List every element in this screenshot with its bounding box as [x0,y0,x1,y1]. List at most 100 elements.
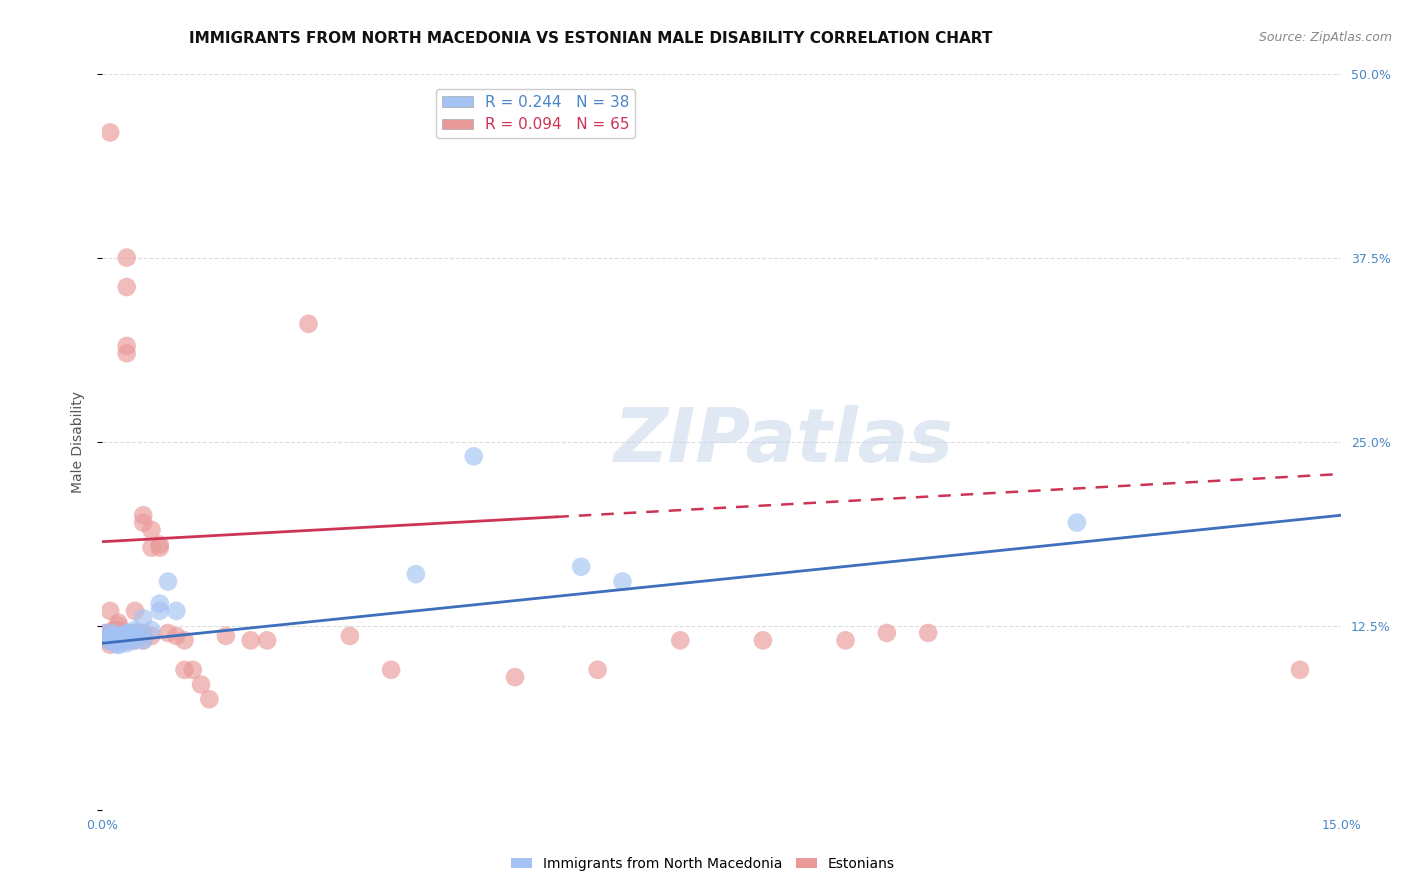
Point [215,629,238,643]
Point [108,629,131,643]
Point [104,629,127,643]
Point [115,626,138,640]
Point [141,541,163,555]
Point [108,629,131,643]
Point [115,629,138,643]
Point [132,629,155,643]
Point [165,629,187,643]
Point [124,629,146,643]
Point [107,629,129,643]
Point [173,663,195,677]
Point [115,633,138,648]
Point [752,633,775,648]
Point [118,626,141,640]
Point [107,629,129,643]
Point [98,638,121,652]
Point [115,251,138,265]
Point [107,638,129,652]
Point [132,611,155,625]
Point [107,633,129,648]
Y-axis label: Male Disability: Male Disability [72,391,86,492]
Point [98,626,121,640]
Point [173,633,195,648]
Point [125,626,148,640]
Point [380,663,402,677]
Point [101,633,124,648]
Point [876,626,898,640]
Point [107,626,129,640]
Point [124,626,146,640]
Point [118,629,141,643]
Point [165,604,187,618]
Point [124,604,146,618]
Point [190,677,212,691]
Point [149,538,172,552]
Point [104,633,127,648]
Point [103,636,125,650]
Point [132,626,155,640]
Point [149,541,172,555]
Point [94,626,117,640]
Point [669,633,692,648]
Point [239,633,262,648]
Point [111,633,134,648]
Point [104,633,127,648]
Point [107,623,129,637]
Point [1066,516,1088,530]
Point [181,663,204,677]
Point [132,508,155,523]
Point [569,559,592,574]
Point [156,574,179,589]
Point [586,663,609,677]
Point [101,629,124,643]
Text: ZIPatlas: ZIPatlas [613,405,953,478]
Point [149,604,172,618]
Text: Source: ZipAtlas.com: Source: ZipAtlas.com [1258,31,1392,45]
Point [132,633,155,648]
Point [124,629,146,643]
Point [115,339,138,353]
Point [141,623,163,637]
Legend: R = 0.244   N = 38, R = 0.094   N = 65: R = 0.244 N = 38, R = 0.094 N = 65 [436,88,636,138]
Point [107,638,129,652]
Point [97,633,120,648]
Point [115,636,138,650]
Point [97,633,120,648]
Point [115,346,138,360]
Point [111,633,134,648]
Point [339,629,361,643]
Point [115,633,138,648]
Point [612,574,634,589]
Point [156,626,179,640]
Point [107,633,129,648]
Point [917,626,939,640]
Point [124,633,146,648]
Point [105,626,128,640]
Point [463,450,485,464]
Point [94,626,117,640]
Point [149,597,172,611]
Point [98,633,121,648]
Point [101,626,124,640]
Point [124,623,146,637]
Point [98,125,121,139]
Point [1289,663,1312,677]
Point [141,629,163,643]
Point [297,317,319,331]
Point [115,280,138,294]
Point [132,633,155,648]
Point [256,633,278,648]
Point [120,633,142,648]
Point [101,626,124,640]
Point [405,567,427,582]
Point [132,516,155,530]
Point [107,618,129,632]
Point [98,604,121,618]
Point [107,615,129,630]
Point [503,670,526,684]
Point [98,631,121,645]
Point [103,623,125,637]
Point [834,633,856,648]
Text: IMMIGRANTS FROM NORTH MACEDONIA VS ESTONIAN MALE DISABILITY CORRELATION CHART: IMMIGRANTS FROM NORTH MACEDONIA VS ESTON… [188,31,993,46]
Point [98,629,121,643]
